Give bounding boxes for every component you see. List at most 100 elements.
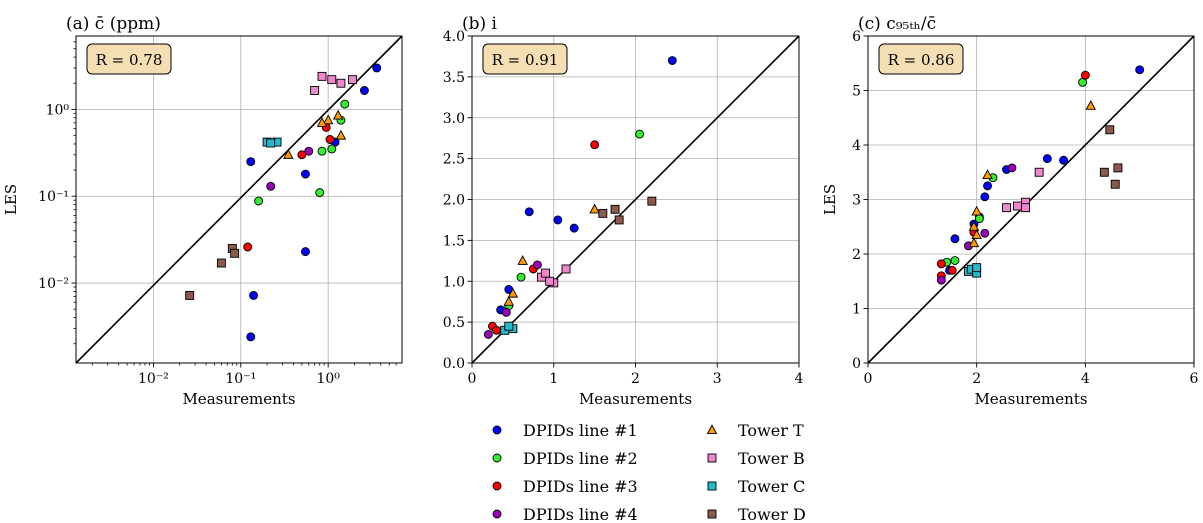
y-tick-label: 1.5 bbox=[443, 233, 465, 249]
data-point bbox=[372, 63, 382, 73]
legend-entry: DPIDs line #3 bbox=[492, 477, 638, 496]
data-point bbox=[327, 75, 337, 85]
data-point bbox=[647, 196, 657, 206]
x-tick-label: 2 bbox=[631, 371, 640, 387]
data-point bbox=[950, 234, 960, 244]
legend-marker bbox=[492, 425, 502, 435]
data-point bbox=[301, 247, 310, 257]
y-tick-label: 3.5 bbox=[443, 70, 465, 86]
y-tick-label: 2 bbox=[852, 247, 861, 263]
series-tower-d bbox=[598, 196, 657, 225]
legend-label: DPIDs line #3 bbox=[523, 477, 638, 496]
data-point bbox=[974, 214, 984, 224]
data-point bbox=[667, 56, 677, 65]
data-point bbox=[545, 276, 555, 286]
series-tower-d bbox=[1099, 125, 1123, 189]
panel-title: (b) i bbox=[462, 14, 498, 34]
data-point bbox=[503, 295, 515, 306]
legend-label: Tower B bbox=[738, 449, 805, 468]
y-axis-label: LES bbox=[821, 184, 839, 215]
data-point bbox=[1080, 70, 1090, 80]
data-point bbox=[971, 229, 982, 239]
data-point bbox=[1135, 65, 1145, 75]
x-tick-label: 3 bbox=[713, 371, 722, 387]
y-tick-label: 0 bbox=[852, 356, 861, 372]
data-point bbox=[316, 117, 328, 127]
x-tick-label: 2 bbox=[972, 371, 981, 387]
series-tower-c bbox=[500, 321, 518, 335]
y-tick-label: 1.0 bbox=[443, 274, 465, 290]
data-point bbox=[532, 260, 542, 270]
data-point bbox=[1021, 203, 1031, 213]
y-tick-label: 5 bbox=[852, 84, 861, 100]
annotation-text: R = 0.86 bbox=[888, 51, 955, 69]
correlation-annotation: R = 0.86 bbox=[878, 43, 964, 75]
y-tick-label: 1 bbox=[852, 302, 861, 318]
legend-label: Tower D bbox=[738, 505, 806, 523]
data-point bbox=[246, 157, 256, 167]
data-point bbox=[553, 215, 563, 225]
data-point bbox=[1034, 167, 1044, 177]
panel-title: (c) c₉₅ₜₕ/c̄ bbox=[858, 14, 936, 34]
legend-entry: Tower D bbox=[707, 505, 806, 523]
series-tower-b bbox=[537, 264, 571, 288]
data-point bbox=[541, 268, 551, 278]
data-point bbox=[561, 264, 571, 274]
legend-label: DPIDs line #1 bbox=[523, 421, 638, 440]
data-point bbox=[348, 75, 357, 85]
annotation-box bbox=[482, 43, 568, 75]
data-point bbox=[249, 290, 259, 300]
y-tick-label: 10⁻¹ bbox=[38, 189, 69, 205]
legend-entry: DPIDs line #4 bbox=[492, 505, 638, 523]
series-dpids-line-4 bbox=[483, 260, 542, 339]
data-point bbox=[216, 258, 226, 268]
legend-label: Tower C bbox=[738, 477, 805, 496]
data-point bbox=[283, 149, 294, 159]
series-tower-t bbox=[283, 109, 347, 159]
data-point bbox=[340, 99, 350, 109]
legend-marker bbox=[492, 481, 502, 491]
data-point bbox=[504, 321, 514, 331]
data-point bbox=[266, 138, 276, 148]
data-point bbox=[590, 140, 600, 150]
one-to-one-line bbox=[471, 35, 800, 364]
data-point bbox=[304, 146, 314, 156]
data-point bbox=[230, 248, 240, 258]
data-point bbox=[492, 325, 501, 335]
series-dpids-line-4 bbox=[936, 163, 1017, 285]
x-axis-label: Measurements bbox=[974, 390, 1087, 408]
x-tick-label: 6 bbox=[1190, 371, 1199, 387]
y-tick-label: 10⁻² bbox=[38, 276, 69, 292]
data-point bbox=[266, 181, 276, 191]
data-point bbox=[968, 237, 980, 248]
series-tower-d bbox=[185, 244, 240, 300]
y-tick-label: 4.0 bbox=[443, 29, 465, 45]
data-point bbox=[1085, 100, 1097, 110]
data-point bbox=[968, 220, 980, 231]
data-point bbox=[980, 228, 990, 238]
x-tick-label: 0 bbox=[468, 371, 477, 387]
x-axis-label: Measurements bbox=[579, 390, 692, 408]
data-point bbox=[322, 114, 334, 125]
one-to-one-line bbox=[867, 35, 1195, 364]
series-dpids-line-4 bbox=[266, 146, 314, 191]
annotation-box bbox=[86, 43, 172, 75]
data-point bbox=[614, 215, 624, 225]
data-point bbox=[310, 86, 320, 95]
series-dpids-line-1 bbox=[496, 56, 677, 315]
y-tick-label: 2.0 bbox=[443, 193, 465, 209]
data-point bbox=[335, 129, 347, 140]
axes-frame bbox=[75, 35, 403, 364]
y-tick-label: 6 bbox=[852, 29, 861, 45]
data-point bbox=[589, 203, 600, 214]
legend-label: DPIDs line #2 bbox=[523, 449, 638, 468]
y-axis-label: LES bbox=[2, 184, 20, 215]
data-point bbox=[317, 71, 327, 81]
annotation-box bbox=[878, 43, 964, 75]
data-point bbox=[332, 109, 344, 120]
data-point bbox=[524, 207, 534, 217]
y-tick-label: 4 bbox=[852, 138, 861, 154]
legend-entry: Tower C bbox=[707, 477, 805, 496]
